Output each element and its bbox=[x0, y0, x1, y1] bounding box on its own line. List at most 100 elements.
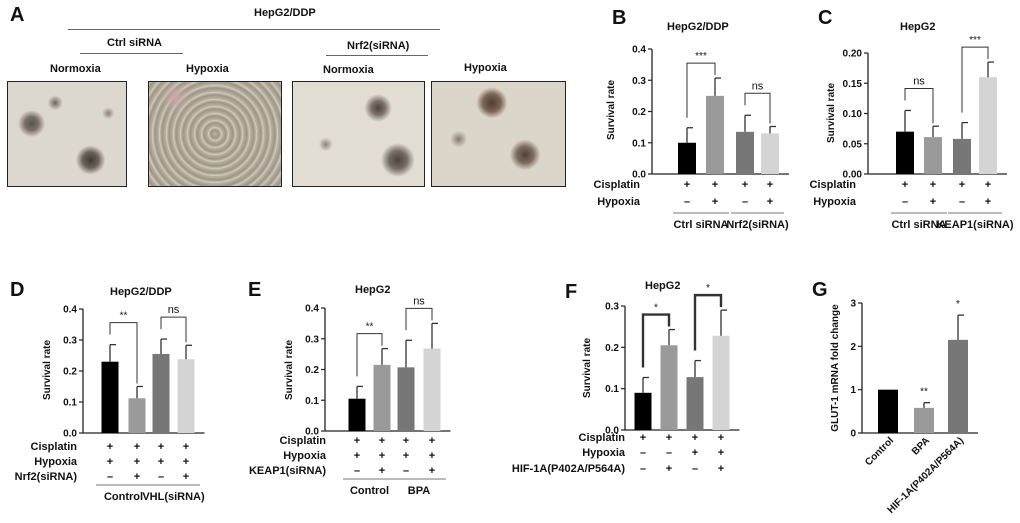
condition-mark: + bbox=[712, 179, 718, 191]
group-underline-ctrl bbox=[80, 53, 183, 54]
group-underline-nrf2 bbox=[326, 55, 428, 56]
significance-label: ns bbox=[752, 80, 764, 92]
y-tick-label: 0.0 bbox=[605, 426, 619, 437]
significance-bracket bbox=[641, 313, 671, 368]
y-tick-label: 0.2 bbox=[305, 365, 319, 376]
condition-mark: + bbox=[403, 435, 409, 447]
condition-mark: + bbox=[718, 463, 724, 475]
y-tick-label: 0.10 bbox=[843, 109, 863, 120]
chart-title: HepG2/DDP bbox=[110, 286, 172, 298]
y-tick-label: 0.2 bbox=[632, 107, 646, 118]
condition-mark: + bbox=[429, 450, 435, 462]
panel-letter: B bbox=[612, 7, 626, 29]
condition-mark: + bbox=[134, 471, 140, 483]
y-axis-label: Survival rate bbox=[582, 338, 593, 398]
significance-label: ** bbox=[120, 311, 128, 322]
condition-mark: – bbox=[742, 196, 748, 208]
y-tick-label: 1 bbox=[850, 385, 856, 396]
chart-title: HepG2 bbox=[645, 280, 680, 292]
group-label: Nrf2(siRNA) bbox=[726, 219, 789, 231]
chart-title: HepG2 bbox=[355, 284, 390, 296]
y-tick-label: 0.1 bbox=[605, 384, 619, 395]
group-label: Ctrl siRNA bbox=[891, 219, 946, 231]
y-tick-label: 0.3 bbox=[605, 302, 619, 313]
condition-mark: + bbox=[718, 447, 724, 459]
group-label: Control bbox=[350, 485, 389, 497]
condition-mark: + bbox=[183, 441, 189, 453]
y-tick-label: 0.1 bbox=[63, 398, 77, 409]
chart-title: HepG2 bbox=[900, 21, 935, 33]
significance-bracket bbox=[405, 307, 433, 331]
micrograph-nrf2-normoxia bbox=[292, 81, 425, 187]
condition-mark: + bbox=[107, 441, 113, 453]
group-label: Control bbox=[104, 491, 143, 503]
y-tick-label: 0.4 bbox=[632, 45, 646, 56]
condition-label: Hypoxia bbox=[186, 63, 229, 75]
title-underline bbox=[68, 29, 440, 30]
group-label-ctrl: Ctrl siRNA bbox=[107, 37, 163, 49]
significance-bracket bbox=[160, 316, 187, 343]
condition-mark: + bbox=[712, 196, 718, 208]
condition-mark: + bbox=[902, 179, 908, 191]
y-tick-label: 0.0 bbox=[632, 170, 646, 181]
condition-mark: + bbox=[183, 456, 189, 468]
bar bbox=[423, 348, 441, 431]
condition-mark: + bbox=[959, 179, 965, 191]
condition-mark: + bbox=[930, 196, 936, 208]
condition-row-label: Cisplatin bbox=[810, 179, 857, 191]
condition-mark: – bbox=[640, 447, 646, 459]
group-label-nrf2: Nrf2(siRNA) bbox=[347, 40, 410, 52]
condition-mark: + bbox=[183, 471, 189, 483]
panel-letter-a: A bbox=[10, 4, 25, 26]
panel-letter: E bbox=[248, 279, 261, 301]
condition-mark: + bbox=[158, 441, 164, 453]
y-tick-label: 0 bbox=[850, 429, 856, 440]
condition-row-label: Cisplatin bbox=[594, 179, 641, 191]
significance-label: ns bbox=[168, 304, 180, 316]
condition-row-label: HIF-1A(P402A/P564A) bbox=[512, 463, 625, 475]
condition-mark: + bbox=[429, 435, 435, 447]
condition-mark: – bbox=[107, 471, 113, 483]
group-label: KEAP1(siRNA) bbox=[936, 219, 1013, 231]
group-label: VHL(siRNA) bbox=[142, 491, 205, 503]
condition-row-label: Hypoxia bbox=[283, 450, 327, 462]
significance-bracket bbox=[961, 46, 989, 113]
y-tick-label: 2 bbox=[850, 342, 856, 353]
significance-label: ** bbox=[366, 322, 374, 333]
bar bbox=[660, 345, 678, 430]
y-tick-label: 0.00 bbox=[843, 170, 863, 181]
condition-mark: + bbox=[379, 450, 385, 462]
condition-mark: + bbox=[354, 435, 360, 447]
bar bbox=[348, 398, 366, 431]
significance-label: ns bbox=[913, 75, 925, 87]
condition-mark: + bbox=[354, 450, 360, 462]
condition-mark: + bbox=[666, 463, 672, 475]
bar bbox=[686, 377, 704, 430]
condition-row-label: Nrf2(siRNA) bbox=[15, 471, 78, 483]
condition-mark: – bbox=[403, 465, 409, 477]
bar bbox=[634, 392, 652, 430]
condition-row-label: Cisplatin bbox=[280, 435, 327, 447]
y-tick-label: 0.2 bbox=[63, 367, 77, 378]
bar bbox=[896, 131, 914, 174]
condition-row-label: Cisplatin bbox=[31, 441, 78, 453]
condition-mark: + bbox=[692, 447, 698, 459]
condition-mark: + bbox=[767, 196, 773, 208]
y-tick-label: 0.20 bbox=[843, 49, 863, 60]
bar bbox=[953, 138, 971, 174]
bar bbox=[736, 131, 754, 174]
y-tick-label: 0.1 bbox=[632, 138, 646, 149]
micrograph-ctrl-hypoxia bbox=[148, 81, 282, 187]
condition-mark: + bbox=[429, 465, 435, 477]
condition-mark: + bbox=[718, 432, 724, 444]
bar bbox=[128, 398, 146, 433]
bar bbox=[712, 335, 730, 430]
group-label: Ctrl siRNA bbox=[673, 219, 728, 231]
bar bbox=[177, 359, 195, 433]
micrograph-nrf2-hypoxia bbox=[431, 81, 566, 187]
significance-bracket bbox=[693, 293, 723, 351]
condition-mark: + bbox=[134, 441, 140, 453]
condition-mark: + bbox=[930, 179, 936, 191]
y-axis-label: GLUT-1 mRNA fold change bbox=[830, 304, 841, 432]
